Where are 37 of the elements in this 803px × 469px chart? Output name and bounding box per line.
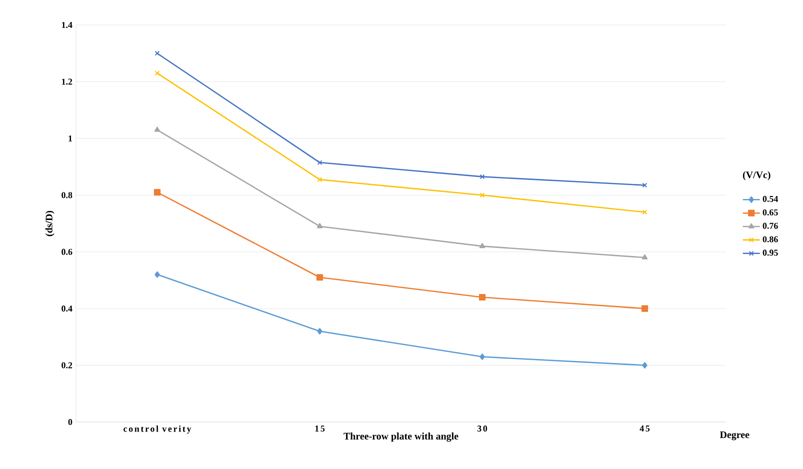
x-axis-title: Three-row plate with angle (344, 432, 458, 442)
point (154, 126, 160, 132)
point (642, 254, 648, 260)
point (480, 353, 485, 360)
point (154, 189, 161, 196)
y-tick-label: 0.6 (62, 248, 72, 255)
point (154, 271, 160, 278)
x-tick-label: 30 (477, 426, 488, 432)
x-tick-label: control verity (124, 426, 192, 434)
point (479, 242, 486, 248)
point (317, 328, 322, 335)
point (316, 223, 323, 228)
point (478, 294, 486, 301)
y-tick-label: 0.2 (62, 362, 72, 368)
point (480, 174, 485, 180)
y-axis-title: (ds/D) (45, 210, 54, 236)
point (316, 274, 324, 281)
point (317, 160, 322, 165)
y-tick-label: 1 (68, 135, 72, 142)
legend-label: 0.76 (762, 222, 778, 229)
y-tick-label: 0.4 (62, 306, 72, 312)
x-tick-label: 15 (315, 426, 325, 432)
legend-label: 0.86 (762, 236, 778, 242)
legend-title: (V/Vc) (742, 171, 770, 180)
y-tick-label: 0 (68, 418, 72, 426)
y-tick-label: 1.4 (62, 22, 72, 28)
legend-label: 0.54 (762, 196, 778, 202)
y-tick-label: 1.2 (62, 78, 72, 85)
point (642, 362, 648, 369)
y-tick-label: 0.8 (62, 192, 72, 198)
x-tick-label: 45 (640, 426, 650, 432)
legend-label: 0.95 (762, 250, 778, 256)
point (641, 305, 648, 312)
point (480, 192, 485, 198)
point (317, 177, 322, 182)
text: Degree (720, 431, 750, 440)
legend-label: 0.65 (762, 209, 778, 216)
